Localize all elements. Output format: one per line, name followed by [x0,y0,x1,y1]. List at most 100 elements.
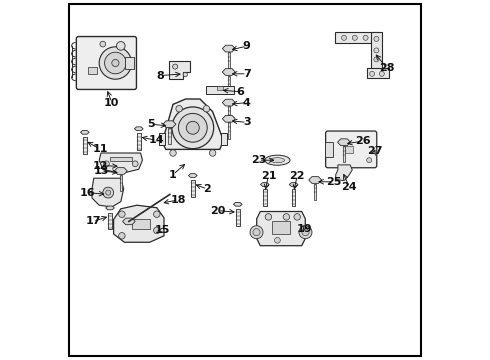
Bar [125,57,134,69]
Circle shape [172,64,178,69]
Bar [227,52,230,68]
Circle shape [176,105,182,112]
FancyBboxPatch shape [326,131,377,168]
Bar [108,213,112,229]
Polygon shape [106,206,114,210]
Bar [325,142,333,157]
Circle shape [172,107,214,149]
Circle shape [274,238,280,243]
Circle shape [374,48,379,53]
Text: 2: 2 [203,184,211,194]
Text: 11: 11 [93,144,108,154]
Text: 6: 6 [237,87,245,97]
Bar [335,32,378,43]
Polygon shape [189,174,197,177]
Text: 7: 7 [243,69,251,79]
Text: 15: 15 [154,225,170,235]
Text: 5: 5 [147,119,154,129]
Circle shape [342,35,346,40]
Text: 18: 18 [171,195,186,205]
Text: 9: 9 [243,41,251,51]
Circle shape [153,211,160,217]
Bar [371,32,382,76]
Polygon shape [222,45,235,52]
Circle shape [363,35,368,40]
Polygon shape [92,178,123,207]
Bar [88,67,98,74]
Text: 17: 17 [85,216,101,226]
Bar [132,219,149,229]
Bar [314,184,317,200]
Text: 8: 8 [156,71,164,81]
Text: 25: 25 [327,177,342,187]
Circle shape [369,71,374,76]
Text: 24: 24 [342,182,357,192]
Circle shape [294,213,300,220]
Text: 13: 13 [93,166,109,176]
Polygon shape [134,127,143,131]
Polygon shape [99,153,143,173]
Circle shape [374,36,379,41]
Bar [227,76,230,92]
Ellipse shape [265,155,290,165]
Polygon shape [169,61,190,79]
Circle shape [99,47,132,79]
Bar [227,122,230,139]
FancyBboxPatch shape [76,36,136,89]
Text: 4: 4 [243,98,251,108]
Circle shape [253,229,260,236]
Bar [343,146,345,162]
Bar [159,133,165,145]
Polygon shape [222,116,235,122]
Text: 1: 1 [169,170,177,180]
Circle shape [283,213,290,220]
Text: 20: 20 [210,206,226,216]
Circle shape [119,211,125,217]
Bar [217,86,222,90]
Polygon shape [222,69,235,75]
Bar [191,180,195,197]
Circle shape [379,71,384,76]
Bar [227,106,230,122]
Circle shape [117,41,125,50]
Circle shape [352,35,357,40]
Polygon shape [338,139,350,145]
Circle shape [104,52,126,74]
Bar [236,209,240,226]
Text: 26: 26 [355,136,371,146]
Bar [137,134,141,150]
Circle shape [170,150,176,156]
Bar [206,86,234,94]
Circle shape [186,121,199,134]
Circle shape [153,227,160,234]
Circle shape [183,72,187,77]
Bar [292,189,295,206]
Circle shape [302,229,309,236]
Circle shape [132,161,138,167]
Text: 23: 23 [251,155,267,165]
Bar [272,221,290,234]
Circle shape [119,233,125,239]
Circle shape [374,57,379,62]
Text: 12: 12 [93,161,108,171]
Polygon shape [336,165,352,181]
Circle shape [250,226,263,239]
Text: 16: 16 [79,188,95,198]
Bar [263,189,267,206]
Polygon shape [163,121,176,127]
Text: 3: 3 [243,117,250,127]
Text: 19: 19 [296,224,312,234]
Circle shape [106,190,111,195]
Text: 27: 27 [367,146,382,156]
Bar [168,128,171,144]
Circle shape [209,150,216,156]
Polygon shape [80,130,89,134]
Polygon shape [261,183,269,186]
Polygon shape [222,99,235,106]
Circle shape [100,41,106,47]
Circle shape [265,213,271,220]
Text: 22: 22 [290,171,305,181]
Text: 10: 10 [104,98,120,108]
Circle shape [299,226,312,239]
Polygon shape [122,218,135,225]
